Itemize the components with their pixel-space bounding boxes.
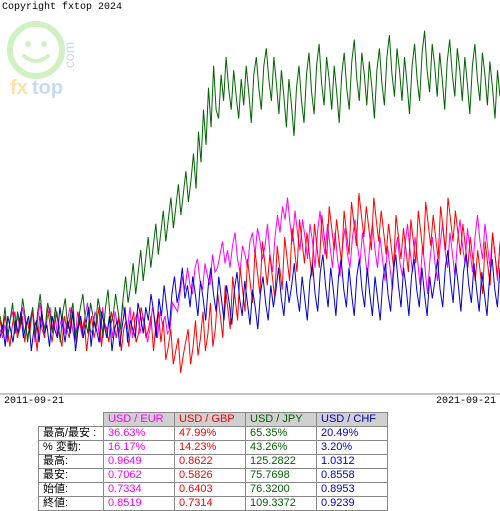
table-row-label: 最安: <box>39 469 104 483</box>
x-start-date: 2011-09-21 <box>4 396 64 407</box>
table-cell: 65.35% <box>246 427 317 441</box>
summary-table: USD / EURUSD / GBPUSD / JPYUSD / CHF 最高/最… <box>38 412 388 511</box>
table-cell: 1.0312 <box>317 455 388 469</box>
table-row-label: 終値: <box>39 497 104 511</box>
table-cell: 0.7062 <box>104 469 175 483</box>
table-row-label: % 変動: <box>39 441 104 455</box>
table-cell: 76.3200 <box>246 483 317 497</box>
table-cell: 47.99% <box>175 427 246 441</box>
table-header: USD / GBP <box>175 413 246 427</box>
table-cell: 125.2822 <box>246 455 317 469</box>
table-row-label: 始値: <box>39 483 104 497</box>
table-cell: 0.9239 <box>317 497 388 511</box>
table-cell: 75.7698 <box>246 469 317 483</box>
line-chart <box>0 0 500 395</box>
x-end-date: 2021-09-21 <box>436 396 496 407</box>
table-cell: 109.3372 <box>246 497 317 511</box>
table-header: USD / JPY <box>246 413 317 427</box>
table-row-label: 最高/最安 : <box>39 427 104 441</box>
table-row-label: 最高: <box>39 455 104 469</box>
table-cell: 0.6403 <box>175 483 246 497</box>
table-cell: 0.8953 <box>317 483 388 497</box>
table-cell: 3.20% <box>317 441 388 455</box>
x-axis-labels: 2011-09-21 2021-09-21 <box>0 396 500 410</box>
table-cell: 0.8519 <box>104 497 175 511</box>
table-cell: 36.63% <box>104 427 175 441</box>
table-header: USD / CHF <box>317 413 388 427</box>
table-corner <box>39 413 104 427</box>
table-cell: 0.7334 <box>104 483 175 497</box>
table-cell: 0.5826 <box>175 469 246 483</box>
table-cell: 20.49% <box>317 427 388 441</box>
table-cell: 16.17% <box>104 441 175 455</box>
table-cell: 0.9649 <box>104 455 175 469</box>
table-cell: 0.8622 <box>175 455 246 469</box>
table-cell: 43.26% <box>246 441 317 455</box>
table-cell: 0.8558 <box>317 469 388 483</box>
table-cell: 0.7314 <box>175 497 246 511</box>
table-header: USD / EUR <box>104 413 175 427</box>
table-cell: 14.23% <box>175 441 246 455</box>
